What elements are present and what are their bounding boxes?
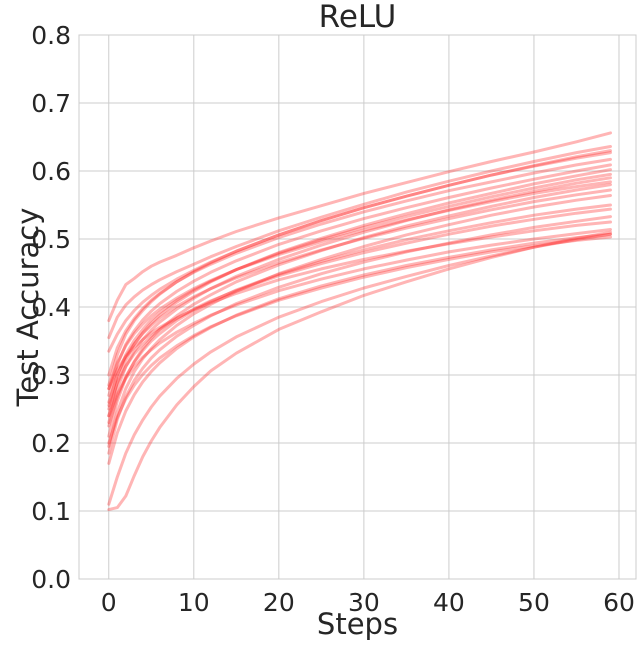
series-line-10 bbox=[107, 180, 612, 391]
x-tick-label: 60 bbox=[603, 588, 635, 617]
series-line-16 bbox=[107, 215, 612, 455]
y-tick-label: 0.8 bbox=[31, 21, 71, 50]
series-line-2 bbox=[107, 145, 612, 340]
chart-title: ReLU bbox=[319, 0, 397, 35]
y-tick-label: 0.6 bbox=[31, 157, 71, 186]
grid bbox=[79, 34, 636, 580]
series-line-15 bbox=[107, 207, 612, 411]
y-tick-label: 0.2 bbox=[31, 429, 71, 458]
plot-frame bbox=[78, 34, 637, 580]
y-tick-label: 0.5 bbox=[31, 225, 71, 254]
x-tick-labels: 0 10 20 30 40 50 60 bbox=[101, 588, 635, 617]
series-line-19 bbox=[107, 232, 612, 465]
y-tick-label: 0.3 bbox=[31, 361, 71, 390]
series-line-4 bbox=[107, 151, 612, 387]
x-tick-label: 50 bbox=[518, 588, 550, 617]
series-line-8 bbox=[107, 172, 612, 408]
series-line-3 bbox=[107, 149, 612, 353]
series-line-12 bbox=[107, 188, 612, 404]
series-line-21 bbox=[107, 232, 612, 506]
series-line-11 bbox=[107, 183, 612, 438]
series-line-6 bbox=[107, 163, 612, 397]
series-line-17 bbox=[107, 220, 612, 391]
series-line-14 bbox=[107, 203, 612, 428]
y-tick-label: 0.1 bbox=[31, 497, 71, 526]
series-line-13 bbox=[107, 194, 612, 448]
series-line-9 bbox=[107, 176, 612, 425]
series-line-22 bbox=[107, 230, 612, 512]
x-tick-label: 40 bbox=[433, 588, 465, 617]
y-tick-label: 0.4 bbox=[31, 293, 71, 322]
y-tick-label: 0.0 bbox=[31, 565, 71, 594]
y-tick-labels: 0.0 0.1 0.2 0.3 0.4 0.5 0.6 0.7 0.8 bbox=[31, 21, 71, 594]
y-axis-label: Test Accuracy bbox=[11, 208, 45, 408]
x-tick-label: 20 bbox=[263, 588, 295, 617]
series-line-18 bbox=[107, 228, 612, 418]
x-axis-label: Steps bbox=[317, 607, 398, 641]
x-tick-label: 10 bbox=[178, 588, 210, 617]
series-line-20 bbox=[107, 235, 612, 445]
x-tick-label: 30 bbox=[348, 588, 380, 617]
y-tick-label: 0.7 bbox=[31, 89, 71, 118]
x-tick-label: 0 bbox=[101, 588, 117, 617]
series-line-1 bbox=[107, 131, 612, 323]
series-line-7 bbox=[107, 168, 612, 418]
series-group bbox=[107, 131, 612, 512]
series-line-5 bbox=[107, 157, 612, 377]
